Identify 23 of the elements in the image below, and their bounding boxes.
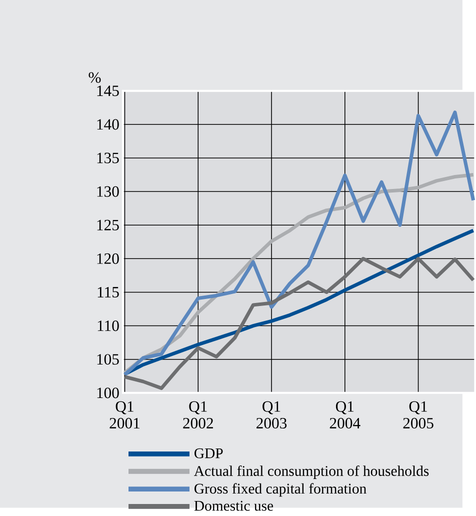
line-series [122, 110, 476, 377]
x-tick-label: Q1 2001 [110, 401, 140, 428]
legend-label: Domestic use [194, 500, 273, 511]
y-tick-label: 145 [97, 86, 119, 96]
y-tick-label: 125 [97, 220, 119, 230]
legend-label: Actual final consumption of households [194, 465, 429, 479]
y-tick-label: 100 [97, 388, 119, 398]
x-tick-label: Q1 2004 [330, 401, 360, 428]
legend-label: GDP [194, 448, 223, 458]
x-tick-label: Q1 2003 [256, 401, 287, 428]
y-axis-title: % [88, 72, 101, 83]
y-tick-label: 140 [97, 119, 119, 130]
line-series [122, 228, 476, 376]
line-series [122, 256, 476, 390]
y-tick-label: 130 [97, 186, 119, 197]
legend-label: Gross fixed capital formation [194, 483, 366, 497]
x-tick-label: Q1 2002 [183, 401, 213, 428]
y-tick-label: 120 [97, 253, 119, 264]
y-tick-label: 110 [98, 320, 119, 332]
y-tick-label: 135 [97, 152, 119, 164]
y-tick-label: 105 [97, 354, 119, 365]
y-tick-label: 115 [98, 286, 119, 298]
x-tick-label: Q1 2005 [403, 401, 434, 428]
